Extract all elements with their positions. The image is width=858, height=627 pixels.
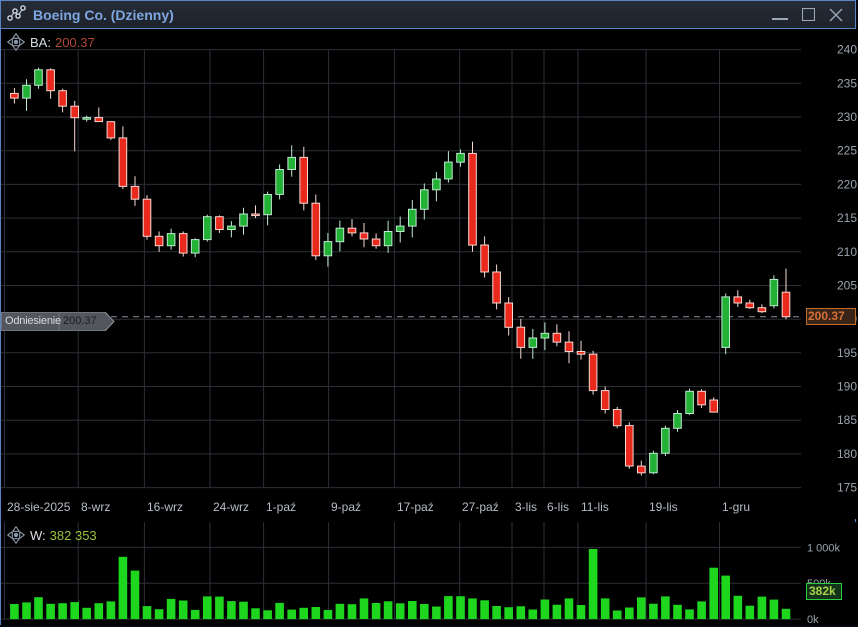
svg-text:235: 235: [837, 76, 857, 90]
svg-text:195: 195: [837, 346, 857, 360]
svg-text:215: 215: [837, 211, 857, 225]
svg-text:230: 230: [837, 110, 857, 124]
svg-text:220: 220: [837, 177, 857, 191]
svg-text:205: 205: [837, 279, 857, 293]
svg-text:175: 175: [837, 481, 857, 495]
svg-text:180: 180: [837, 447, 857, 461]
svg-text:225: 225: [837, 144, 857, 158]
svg-text:190: 190: [837, 380, 857, 394]
svg-text:210: 210: [837, 245, 857, 259]
svg-text:185: 185: [837, 413, 857, 427]
svg-text:240: 240: [837, 43, 857, 57]
svg-text:1 000k: 1 000k: [807, 542, 841, 554]
svg-text:0k: 0k: [807, 614, 819, 625]
